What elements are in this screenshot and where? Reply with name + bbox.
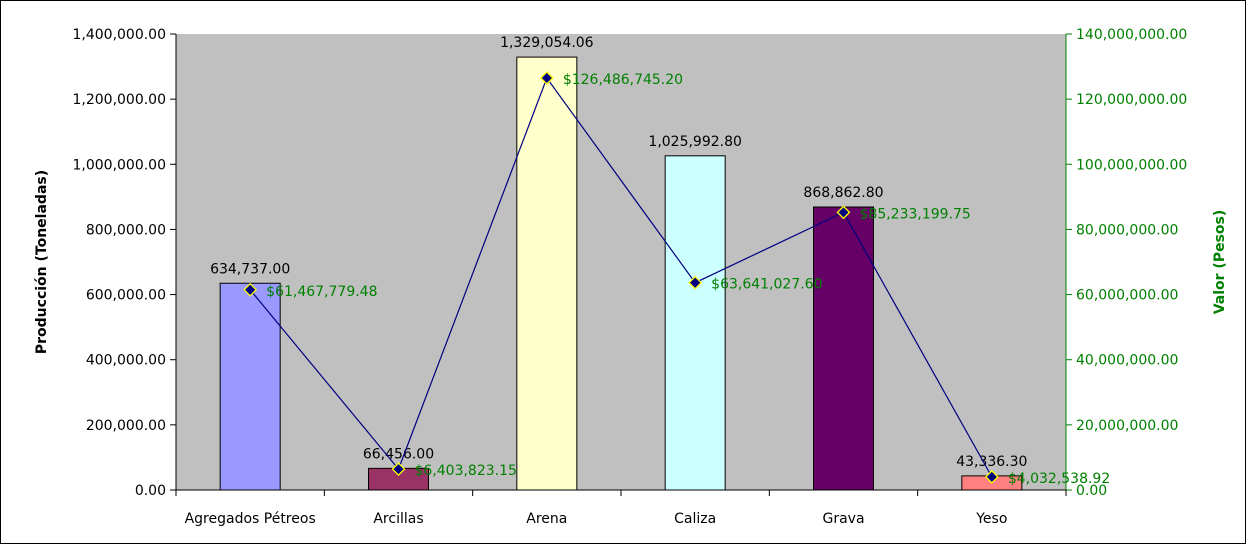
line-point-marker	[836, 205, 851, 220]
bar-data-label: 43,336.30	[956, 454, 1027, 470]
line-data-label: $63,641,027.60	[711, 277, 822, 293]
y-tick-label-left: 400,000.00	[86, 353, 166, 369]
line-data-label: $85,233,199.75	[860, 206, 971, 222]
y-tick-label-left: 1,200,000.00	[72, 92, 166, 108]
line-point-marker	[688, 275, 703, 290]
y-tick-label-right: 140,000,000.00	[1076, 27, 1187, 43]
y-tick-label-right: 20,000,000.00	[1076, 418, 1178, 434]
x-tick-label: Caliza	[674, 511, 716, 527]
line-point-marker	[539, 71, 554, 85]
bar-data-label: 1,025,992.80	[648, 134, 742, 150]
bar-data-label: 634,737.00	[210, 261, 290, 277]
line-data-label: $61,467,779.48	[266, 284, 377, 300]
y-tick-label-left: 0.00	[135, 483, 166, 499]
x-tick-label: Yeso	[975, 511, 1007, 527]
bar	[516, 56, 578, 491]
x-tick-label: Grava	[822, 511, 864, 527]
line-data-label: $126,486,745.20	[563, 72, 683, 88]
y-tick-label-right: 40,000,000.00	[1076, 353, 1178, 369]
x-tick-label: Arena	[526, 511, 567, 527]
y-tick-label-left: 600,000.00	[86, 288, 166, 304]
y-axis-title-right: Valor (Pesos)	[1212, 210, 1228, 315]
line-point-marker	[243, 282, 258, 297]
bar	[219, 282, 281, 491]
y-tick-label-right: 0.00	[1076, 483, 1107, 499]
y-tick-label-left: 200,000.00	[86, 418, 166, 434]
y-axis-title-left: Producción (Toneladas)	[34, 170, 50, 354]
bar-data-label: 868,862.80	[803, 185, 883, 201]
y-tick-label-right: 80,000,000.00	[1076, 222, 1178, 238]
line-point-marker	[391, 462, 406, 477]
series-line-valor	[249, 76, 993, 478]
x-tick-label: Agregados Pétreos	[185, 511, 316, 527]
line-data-label: $6,403,823.15	[415, 463, 517, 479]
line-data-label: $4,032,538.92	[1008, 471, 1110, 487]
x-tick-label: Arcillas	[373, 511, 423, 527]
bar	[813, 206, 874, 491]
line-point-marker	[984, 469, 999, 484]
y-tick-label-right: 60,000,000.00	[1076, 288, 1178, 304]
y-tick-label-right: 120,000,000.00	[1076, 92, 1187, 108]
y-tick-label-left: 1,000,000.00	[72, 157, 166, 173]
bar	[664, 155, 726, 491]
plot-area	[176, 34, 1066, 490]
bar-data-label: 1,329,054.06	[500, 35, 594, 51]
y-tick-label-left: 1,400,000.00	[72, 27, 166, 43]
bar-data-label: 66,456.00	[363, 446, 434, 462]
y-tick-label-right: 100,000,000.00	[1076, 157, 1187, 173]
y-tick-label-left: 800,000.00	[86, 222, 166, 238]
